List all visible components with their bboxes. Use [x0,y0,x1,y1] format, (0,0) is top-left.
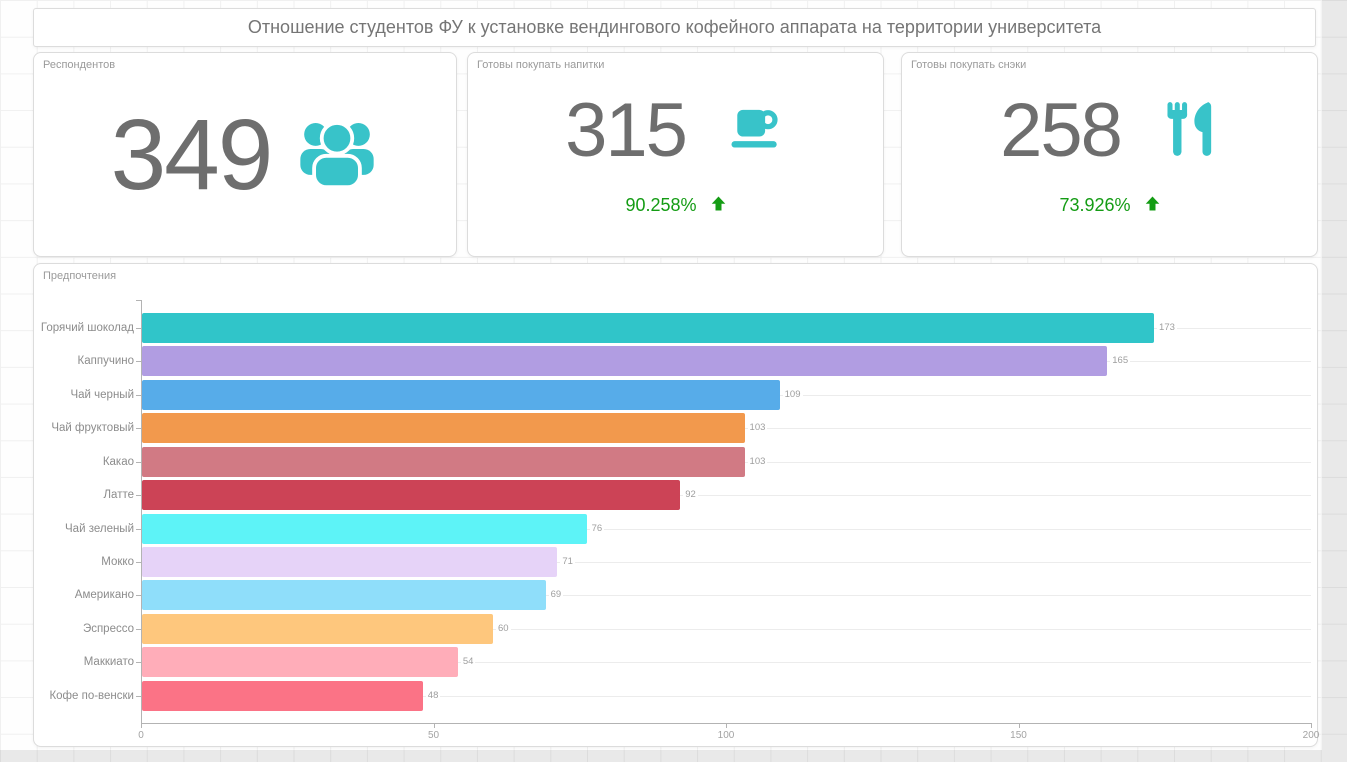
x-tick-mark [726,723,727,728]
bar-value-3: 103 [747,422,768,435]
utensils-icon [1163,100,1219,163]
category-tick [136,495,141,497]
respondents-value: 349 [110,98,274,211]
category-label: Чай черный [70,388,134,401]
card-respondents-label: Респондентов [43,59,116,71]
bar-value-4: 103 [747,455,768,468]
bar-value-9: 60 [496,622,511,635]
card-respondents: Респондентов 349 [33,52,457,257]
bar-value-10: 54 [460,656,476,669]
category-tick [136,428,141,430]
row-gridline [142,495,1311,497]
arrow-up-icon [1145,195,1160,216]
bar-11[interactable] [142,680,423,711]
x-tick-label: 200 [1302,730,1320,741]
snacks-value: 258 [1000,88,1123,173]
category-label: Мокко [101,555,134,568]
category-label: Латте [103,489,135,502]
bar-value-1: 165 [1110,355,1131,368]
users-icon [295,115,379,194]
bar-value-7: 71 [560,555,575,568]
category-tick [136,628,141,630]
card-snacks: Готовы покупать снэки 258 73.926% [901,52,1318,257]
x-tick-label: 50 [427,730,440,741]
bar-1[interactable] [142,346,1108,377]
snacks-percent: 73.926% [1059,195,1131,215]
bar-7[interactable] [142,546,558,577]
bar-value-11: 48 [425,689,441,702]
drinks-percent: 90.258% [625,195,697,215]
preferences-panel-label: Предпочтения [43,270,117,282]
drinks-value: 315 [565,88,688,173]
y-axis-top-tick [136,300,141,301]
bar-8[interactable] [142,580,546,611]
bar-9[interactable] [142,613,493,644]
bar-value-5: 92 [683,489,698,502]
page-title: Отношение студентов ФУ к установке венди… [247,17,1102,37]
bar-3[interactable] [142,413,745,444]
category-label: Чай фруктовый [51,422,134,435]
drinks-percent-row: 90.258% [625,195,725,216]
x-tick-mark [1018,723,1020,728]
category-tick [136,662,141,664]
dashboard-title-panel: Отношение студентов ФУ к установке венди… [33,8,1316,47]
row-gridline [142,561,1311,563]
bar-10[interactable] [142,647,458,678]
category-tick [136,461,141,463]
snacks-percent-row: 73.926% [1059,195,1159,216]
arrow-up-icon [711,195,726,216]
category-label: Маккиато [83,656,134,669]
card-snacks-label: Готовы покупать снэки [911,59,1027,71]
y-axis-line [141,300,142,723]
bar-0[interactable] [142,313,1155,343]
x-tick-label: 0 [138,730,144,741]
row-gridline [142,528,1311,530]
row-gridline [142,628,1311,630]
category-tick [136,394,141,396]
bar-6[interactable] [142,513,587,544]
bar-value-2: 109 [782,388,803,401]
preferences-chart-panel: Предпочтения Горячий шоколад Каппучино Чай… [33,263,1319,747]
card-drinks-label: Готовы покупать напитки [477,59,605,71]
card-drinks: Готовы покупать напитки 315 90.258% [467,52,884,257]
category-label: Каппучино [77,355,134,368]
x-tick-mark [433,723,435,728]
x-tick-label: 100 [717,730,735,741]
category-label: Чай зеленый [65,522,134,535]
bar-4[interactable] [142,446,745,477]
bar-2[interactable] [142,379,780,410]
category-tick [136,695,141,697]
category-tick [136,328,141,329]
x-tick-mark [141,723,142,728]
bar-value-6: 76 [589,522,605,535]
category-label: Горячий шоколад [40,322,134,334]
coffee-cup-icon [728,106,786,157]
category-label: Кофе по-венски [49,689,134,702]
row-gridline [142,695,1311,697]
category-tick [136,528,141,530]
category-tick [136,595,141,597]
category-label: Американо [74,589,134,602]
row-gridline [142,662,1311,664]
row-gridline [142,595,1311,597]
bar-5[interactable] [142,480,681,511]
category-label: Эспрессо [82,622,134,635]
bar-plot: Горячий шоколад Каппучино Чай черный Чай фр… [34,264,1319,746]
category-tick [136,361,141,363]
bar-value-8: 69 [548,589,564,602]
bar-value-0: 173 [1157,322,1177,334]
x-tick-mark [1311,723,1312,728]
x-tick-label: 150 [1010,730,1027,741]
category-label: Какао [102,455,134,468]
category-tick [136,561,141,563]
